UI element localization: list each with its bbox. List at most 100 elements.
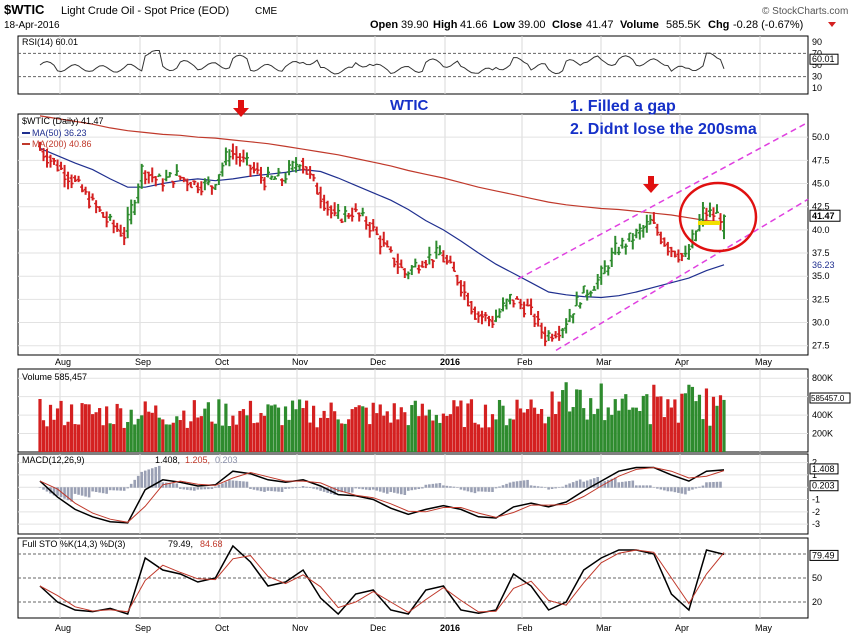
macd-tick-label: -3 (812, 519, 820, 529)
volume-bar (238, 410, 242, 452)
macd-histogram-bar (259, 487, 263, 492)
volume-bar (66, 421, 70, 452)
macd-histogram-bar (38, 487, 42, 488)
macd-histogram-bar (701, 485, 705, 488)
macd-histogram-bar (217, 484, 221, 488)
macd-histogram-bar (691, 487, 694, 490)
volume-bar (364, 407, 368, 452)
volume-bar (241, 409, 246, 452)
volume-bar (87, 404, 91, 452)
volume-bar (455, 406, 460, 452)
macd-histogram-bar (449, 486, 452, 488)
volume-bar (389, 422, 393, 452)
volume-bar (227, 425, 232, 452)
macd-histogram-bar (494, 487, 498, 489)
macd-histogram-bar (228, 480, 231, 488)
month-label: Apr (675, 623, 689, 633)
chg-label: Chg (708, 19, 729, 31)
volume-bar (220, 425, 224, 452)
volume-bar (94, 412, 98, 452)
volume-bar (399, 407, 403, 452)
macd-histogram-bar (364, 487, 368, 490)
volume-bar (652, 384, 656, 452)
volume-bar (554, 414, 558, 452)
macd-histogram-bar (491, 487, 494, 493)
volume-bar (564, 382, 568, 452)
volume-bar (178, 420, 182, 452)
price-tick-label: 42.5 (812, 202, 830, 212)
macd-histogram-bar (77, 487, 80, 495)
volume-bar (662, 417, 666, 452)
month-label: Oct (215, 623, 230, 633)
price-tick-label: 50.0 (812, 132, 830, 142)
volume-bar (115, 403, 119, 452)
macd-histogram-bar (56, 487, 59, 496)
macd-histogram-bar (508, 482, 512, 488)
volume-bar (518, 408, 523, 452)
macd-histogram-bar (175, 483, 179, 488)
macd-histogram-bar (301, 486, 305, 488)
macd-histogram-bar (610, 478, 614, 488)
volume-bar (659, 396, 663, 452)
macd-histogram-bar (424, 484, 428, 488)
macd-histogram-bar (238, 481, 242, 488)
macd-histogram-bar (270, 487, 273, 492)
macd-histogram-bar (315, 487, 319, 490)
macd-histogram-bar (459, 487, 463, 490)
volume-bar (648, 424, 652, 452)
volume-bar (48, 404, 53, 452)
volume-bar (196, 417, 200, 452)
macd-histogram-bar (66, 487, 70, 501)
macd-histogram-bar (361, 487, 365, 490)
price-tick-label: 47.5 (812, 155, 830, 165)
volume-bar (445, 415, 449, 452)
volume-bar (101, 425, 105, 452)
month-label: Feb (517, 623, 533, 633)
volume-bar (280, 425, 284, 452)
macd-histogram-bar (389, 487, 393, 493)
macd-histogram-bar (115, 487, 119, 491)
volume-bar (112, 424, 116, 452)
macd-signal-line (39, 466, 725, 523)
volume-bar (536, 413, 540, 452)
volume-bar (45, 426, 49, 452)
volume-bar (91, 414, 95, 452)
macd-histogram-bar (410, 487, 414, 491)
volume-bar (480, 427, 484, 452)
volume-bar (448, 414, 452, 452)
volume-bar (213, 423, 217, 452)
ma50-line (39, 147, 725, 299)
macd-histogram-bar (298, 487, 301, 488)
macd-histogram-bar (540, 486, 543, 488)
volume-bar (701, 419, 705, 452)
volume-bar (133, 424, 137, 452)
volume-bar (525, 409, 530, 452)
macd-histogram-bar (333, 487, 336, 495)
volume-bar (276, 407, 281, 452)
macd-histogram-bar (287, 487, 291, 489)
ma200-line (39, 115, 725, 223)
volume-value: 585.5K (666, 19, 702, 31)
chg-down-arrow-icon (828, 22, 836, 27)
price-tick-label: 32.5 (812, 294, 830, 304)
volume-bar (557, 401, 561, 452)
macd-histogram-bar (378, 487, 382, 492)
macd-histogram-bar (224, 481, 228, 488)
macd-histogram-bar (466, 487, 470, 492)
macd-histogram-bar (196, 487, 200, 490)
macd-histogram-bar (554, 487, 557, 489)
volume-bar (76, 424, 81, 452)
volume-bar (592, 414, 596, 452)
macd-histogram-bar (487, 487, 491, 492)
volume-bar (347, 419, 351, 452)
macd-histogram-bar (642, 485, 645, 488)
price-tick-label: 27.5 (812, 341, 830, 351)
macd-histogram-bar (101, 487, 105, 494)
macd-hist-label: 0.203 (812, 481, 835, 491)
low-label: Low (493, 19, 515, 31)
volume-bar (473, 422, 477, 452)
macd-histogram-bar (235, 480, 238, 488)
price-month-label: Feb (517, 357, 533, 367)
